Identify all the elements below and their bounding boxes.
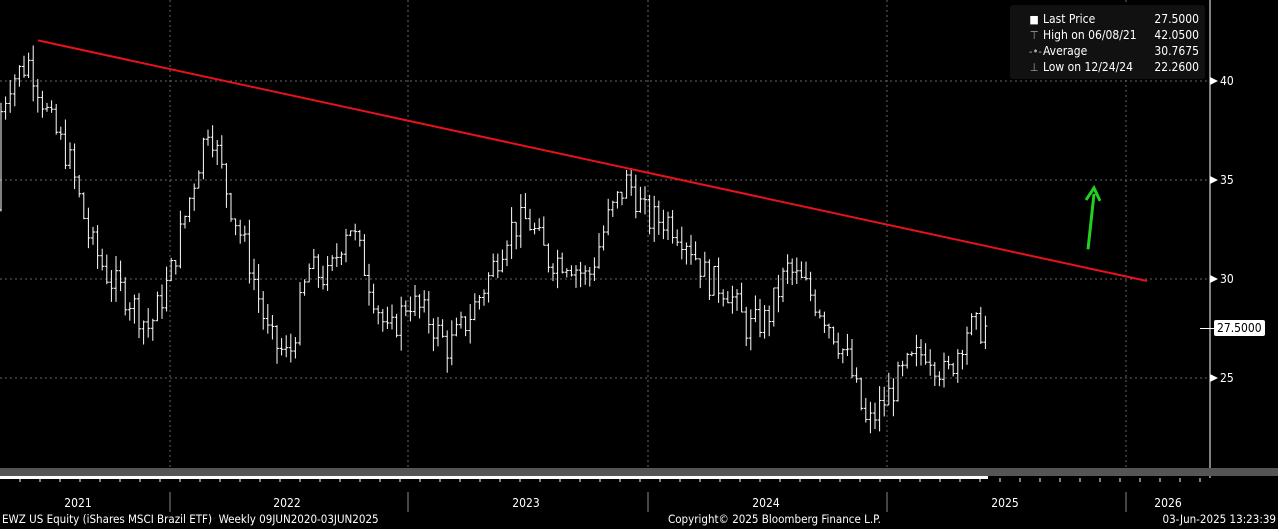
scrollbar [0, 468, 1278, 476]
green-arrowhead-icon [1084, 184, 1102, 202]
y-tick-label: 25 [1220, 371, 1234, 385]
low-marker-icon: ⊥ [1029, 61, 1039, 74]
y-tick [1210, 275, 1218, 283]
square-icon: ■ [1029, 13, 1039, 26]
trendline [37, 39, 1148, 282]
legend: ■ Last Price 27.5000 ⊤ High on 06/08/21 42… [1010, 5, 1205, 79]
legend-high[interactable]: ⊤ High on 06/08/21 42.0500 [1029, 28, 1199, 42]
y-tick [1210, 77, 1218, 85]
data-range-bar [0, 476, 988, 479]
x-tick-label: 2022 [273, 496, 301, 510]
y-tick [1210, 176, 1218, 184]
x-tick-label: 2021 [64, 496, 92, 510]
y-tick-label: 30 [1220, 272, 1234, 286]
last-price-tag: 27.5000 [1214, 320, 1265, 336]
y-tick [1210, 374, 1218, 382]
y-tick-label: 35 [1220, 173, 1234, 187]
x-tick-label: 2026 [1154, 496, 1182, 510]
green-arrow-icon [1086, 193, 1096, 250]
average-marker-icon: -•- [1029, 45, 1042, 58]
footer-timestamp: 03-Jun-2025 13:23:39 [1162, 512, 1276, 526]
legend-average[interactable]: -•- Average 30.7675 [1029, 44, 1199, 58]
legend-last-price[interactable]: ■ Last Price 27.5000 [1029, 12, 1199, 26]
y-tick-label: 40 [1220, 74, 1234, 88]
x-tick-label: 2023 [512, 496, 540, 510]
x-tick-label: 2024 [752, 496, 780, 510]
legend-low[interactable]: ⊥ Low on 12/24/24 22.2600 [1029, 60, 1199, 74]
high-marker-icon: ⊤ [1029, 29, 1039, 42]
footer-security: EWZ US Equity (iShares MSCI Brazil ETF) … [2, 512, 379, 526]
x-tick-label: 2025 [991, 496, 1019, 510]
footer-copyright: Copyright© 2025 Bloomberg Finance L.P. [668, 512, 881, 526]
